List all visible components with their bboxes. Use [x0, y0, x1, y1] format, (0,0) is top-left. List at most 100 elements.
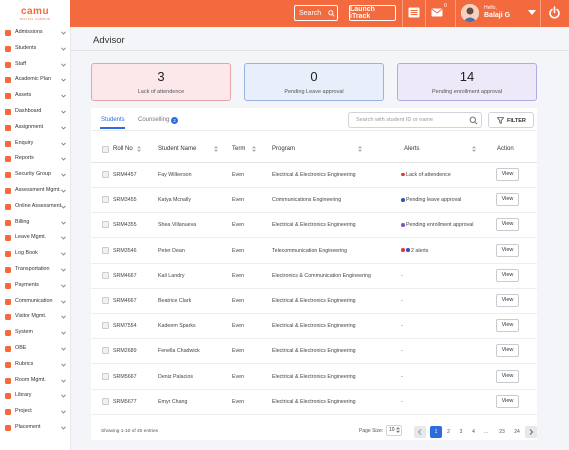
table-row[interactable]: SRM5667 Deniz Palacios Even Electrical & El…: [91, 365, 537, 390]
chevron-down-icon: [61, 410, 66, 414]
column-header-term[interactable]: Term: [232, 146, 246, 152]
sidebar-item[interactable]: Academic Plan: [0, 74, 71, 88]
tab-counselling[interactable]: Counselling: [138, 117, 170, 123]
stat-card-enrollment[interactable]: 14 Pending enrollment approval: [397, 63, 537, 101]
sidebar-item[interactable]: Rubrics: [0, 359, 71, 373]
sidebar-item-label: Placement: [15, 424, 41, 430]
prev-page-button[interactable]: [414, 426, 426, 438]
view-button[interactable]: View: [496, 319, 519, 333]
view-button[interactable]: View: [496, 218, 519, 232]
view-button[interactable]: View: [496, 369, 519, 383]
row-checkbox[interactable]: [102, 246, 109, 254]
sidebar-item[interactable]: Online Assessment: [0, 201, 71, 215]
page-button[interactable]: 3: [459, 429, 463, 435]
row-checkbox[interactable]: [102, 221, 109, 229]
column-header-program[interactable]: Program: [272, 146, 296, 152]
sidebar-item[interactable]: Students: [0, 43, 71, 57]
sidebar-item[interactable]: Payments: [0, 280, 71, 294]
filter-button[interactable]: FILTER: [488, 112, 534, 128]
row-checkbox[interactable]: [102, 322, 109, 330]
sidebar-item[interactable]: Reports: [0, 153, 71, 167]
sidebar-item[interactable]: System: [0, 327, 71, 341]
stat-card-attendance[interactable]: 3 Lack of attendence: [91, 63, 231, 101]
user-name[interactable]: Balaji G: [484, 12, 511, 19]
next-page-button[interactable]: [525, 426, 537, 438]
sort-icon[interactable]: [358, 146, 362, 152]
sidebar-item[interactable]: Room Mgmt.: [0, 375, 71, 389]
table-row[interactable]: SRM4355 Shea Villanueva Even Electrical & E…: [91, 213, 537, 239]
student-search-input[interactable]: Search with student ID or name: [348, 112, 482, 128]
page-button[interactable]: 23: [499, 429, 505, 435]
view-button[interactable]: View: [496, 268, 519, 282]
row-checkbox[interactable]: [102, 297, 109, 304]
table-row[interactable]: SRM5677 Emyr Chang Even Electrical & Electr…: [91, 390, 537, 415]
table-row[interactable]: SRM3546 Peter Dean Even Telecommunication E…: [91, 239, 537, 264]
launch-itrack-button[interactable]: Launch iTrack: [349, 5, 396, 21]
page-button[interactable]: 2: [447, 429, 450, 435]
column-header-alerts[interactable]: Alerts: [404, 146, 420, 152]
user-menu-caret-icon[interactable]: [528, 10, 536, 15]
sidebar-item[interactable]: Log Book: [0, 248, 71, 262]
camu-logo[interactable]: camu DIGITAL CAMPUS: [0, 0, 70, 27]
sidebar-item[interactable]: Billing: [0, 217, 71, 231]
mail-icon[interactable]: [431, 7, 443, 18]
cell-program: Electrical & Electronics Engineering: [272, 398, 356, 405]
sidebar-item[interactable]: Leave Mgmt.: [0, 232, 71, 246]
row-checkbox[interactable]: [102, 271, 109, 279]
sidebar-item[interactable]: Communication: [0, 296, 71, 310]
page-button[interactable]: 24: [514, 429, 520, 435]
row-checkbox[interactable]: [102, 347, 109, 355]
list-icon[interactable]: [408, 7, 420, 18]
sidebar-item[interactable]: Admissions: [0, 27, 71, 41]
search-icon[interactable]: [469, 116, 478, 125]
sidebar-item[interactable]: Enquiry: [0, 138, 71, 152]
avatar[interactable]: [461, 4, 479, 22]
page-button[interactable]: 1: [430, 426, 442, 438]
table-row[interactable]: SRM3455 Katya Mcnally Even Communications E…: [91, 188, 537, 214]
sidebar-item[interactable]: OBE: [0, 343, 71, 357]
page-size-select[interactable]: 10: [386, 425, 402, 436]
stat-card-leave[interactable]: 0 Pending Leave approval: [244, 63, 384, 101]
column-header-name[interactable]: Student Name: [158, 146, 197, 152]
sidebar-item[interactable]: Transportation: [0, 264, 71, 278]
table-row[interactable]: SRM2689 Fenella Chadwick Even Electrical & …: [91, 339, 537, 365]
assessment-icon: [5, 188, 11, 194]
row-checkbox[interactable]: [102, 171, 109, 178]
tab-students[interactable]: Students: [101, 117, 125, 123]
sidebar-item[interactable]: Staff: [0, 59, 71, 73]
sidebar-item[interactable]: Assets: [0, 90, 71, 104]
sort-icon[interactable]: [472, 146, 476, 152]
table-row[interactable]: SRM4457 Fay Wilkerson Even Electrical & Ele…: [91, 163, 537, 188]
row-checkbox[interactable]: [102, 397, 109, 405]
view-button[interactable]: View: [496, 168, 519, 181]
row-checkbox[interactable]: [102, 372, 109, 380]
sidebar-item[interactable]: Visitor Mgmt.: [0, 311, 71, 325]
row-checkbox[interactable]: [102, 196, 109, 204]
sidebar-item[interactable]: Library: [0, 390, 71, 404]
select-all-checkbox[interactable]: [102, 146, 109, 153]
sort-icon[interactable]: [137, 146, 141, 152]
page-button[interactable]: 4: [472, 429, 475, 435]
table-row[interactable]: SRM4667 Kali Landry Even Electronics & Comm…: [91, 264, 537, 289]
view-button[interactable]: View: [496, 294, 519, 307]
sidebar-item[interactable]: Assignment: [0, 122, 71, 136]
view-button[interactable]: View: [496, 243, 519, 257]
sidebar-item-label: Assignment: [15, 123, 44, 130]
sidebar-item[interactable]: Placement: [0, 422, 71, 436]
sidebar-item[interactable]: Assessment Mgmt.: [0, 185, 71, 199]
view-button[interactable]: View: [496, 193, 519, 207]
cell-program: Electrical & Electronics Engineering: [272, 172, 356, 178]
table-row[interactable]: SRM4667 Beatrice Clark Even Electrical & El…: [91, 289, 537, 314]
power-icon[interactable]: [548, 6, 561, 19]
view-button[interactable]: View: [496, 344, 519, 358]
view-button[interactable]: View: [496, 394, 519, 408]
global-search-input[interactable]: Search: [294, 5, 338, 21]
sort-icon[interactable]: [252, 146, 256, 152]
table-row[interactable]: SRM7554 Kadeem Sparks Even Electrical & Ele…: [91, 314, 537, 340]
sort-icon[interactable]: [214, 146, 218, 152]
cell-term: Even: [232, 197, 245, 204]
column-header-roll[interactable]: Roll No: [113, 146, 133, 152]
sidebar-item[interactable]: Security Group: [0, 169, 71, 183]
sidebar-item[interactable]: Dashboard: [0, 106, 71, 120]
sidebar-item[interactable]: Project: [0, 406, 71, 420]
